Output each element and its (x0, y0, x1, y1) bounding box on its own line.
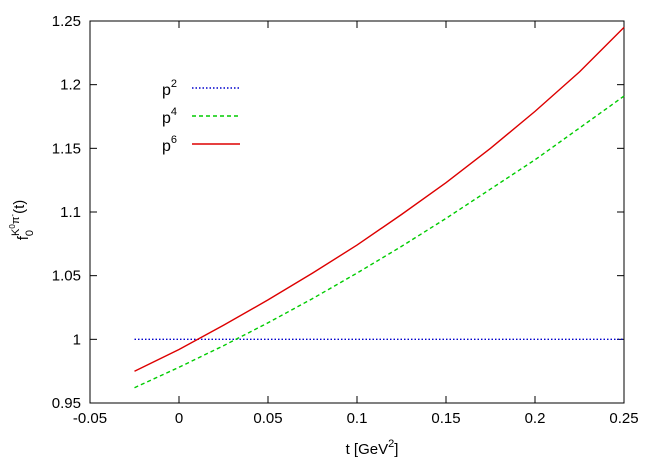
series-line-p6 (134, 26, 625, 372)
series-line-p4 (134, 95, 625, 389)
svg-text:f0K0π-(t): f0K0π-(t) (8, 200, 36, 241)
y-tick-label: 0.95 (52, 395, 81, 412)
x-tick-label: 0.15 (431, 410, 460, 427)
x-tick-label: -0.05 (73, 410, 107, 427)
x-tick-label: 0.25 (609, 410, 638, 427)
x-tick-label: 0.05 (253, 410, 282, 427)
legend-label-p6: p6 (162, 134, 177, 155)
x-axis-ticks: -0.05 0 0.05 0.1 0.15 0.2 0.25 (73, 21, 639, 427)
x-tick-label: 0 (175, 410, 183, 427)
legend-label-p2: p2 (162, 78, 177, 99)
y-axis-ticks: 0.95 1 1.05 1.1 1.15 1.2 1.25 (52, 13, 624, 412)
y-tick-label: 1 (73, 331, 81, 348)
x-tick-label: 0.2 (525, 410, 546, 427)
y-tick-label: 1.05 (52, 268, 81, 285)
y-tick-label: 1.15 (52, 140, 81, 157)
legend-label-p4: p4 (162, 106, 177, 127)
series-lines (134, 26, 625, 389)
y-axis-title: f0K0π-(t) (8, 200, 36, 241)
y-tick-label: 1.1 (60, 204, 81, 221)
legend: p2 p4 p6 (162, 78, 240, 155)
y-tick-label: 1.25 (52, 13, 81, 30)
x-axis-title: t [GeV2] (346, 438, 399, 458)
x-tick-label: 0.1 (347, 410, 368, 427)
y-tick-label: 1.2 (60, 77, 81, 94)
